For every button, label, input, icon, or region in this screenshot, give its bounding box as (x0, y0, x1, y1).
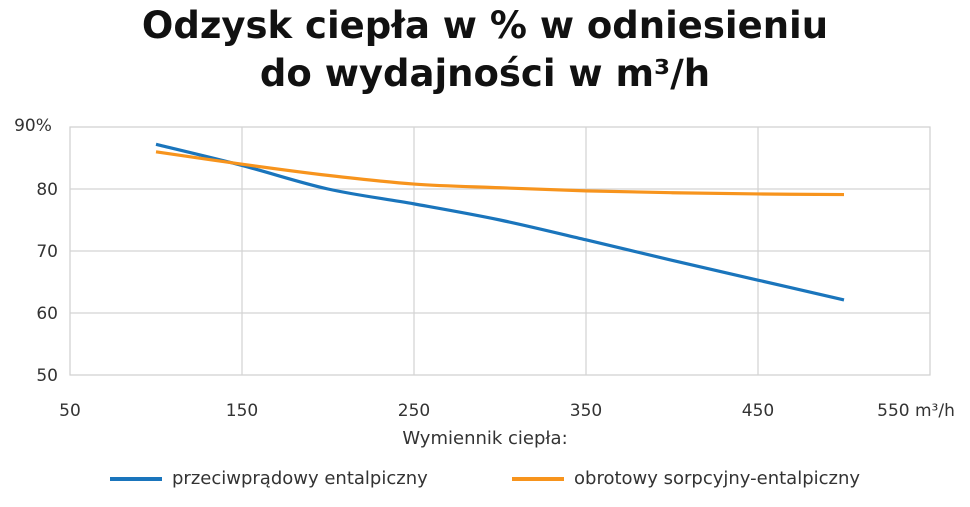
legend-label: obrotowy sorpcyjny-entalpiczny (574, 468, 861, 489)
series-line (155, 150, 845, 197)
x-tick-label: 50 (59, 401, 81, 421)
legend-swatch (512, 476, 564, 481)
legend-item-series-1: przeciwprądowy entalpiczny (110, 468, 428, 489)
x-tick-label: 150 (226, 401, 258, 421)
y-tick-label: 60 (36, 304, 58, 324)
x-tick-label: 450 (742, 401, 774, 421)
legend-item-series-2: obrotowy sorpcyjny-entalpiczny (512, 468, 860, 489)
y-tick-label: 80 (36, 180, 58, 200)
legend-label: przeciwprądowy entalpiczny (172, 468, 428, 489)
y-tick-label: 50 (36, 366, 58, 386)
chart-title: Odzysk ciepła w % w odniesieniu do wydaj… (0, 2, 970, 98)
legend-swatch (110, 476, 162, 481)
x-tick-label: 350 (570, 401, 602, 421)
series-line (155, 142, 845, 302)
x-tick-label: 250 (398, 401, 430, 421)
title-line-2: do wydajności w m³/h (259, 52, 711, 95)
y-tick-label: 90% (14, 116, 52, 136)
title-line-1: Odzysk ciepła w % w odniesieniu (141, 4, 829, 47)
legend-title: Wymiennik ciepła: (402, 428, 568, 449)
x-tick-label: 550 m³/h (877, 401, 955, 421)
y-tick-label: 70 (36, 242, 58, 262)
